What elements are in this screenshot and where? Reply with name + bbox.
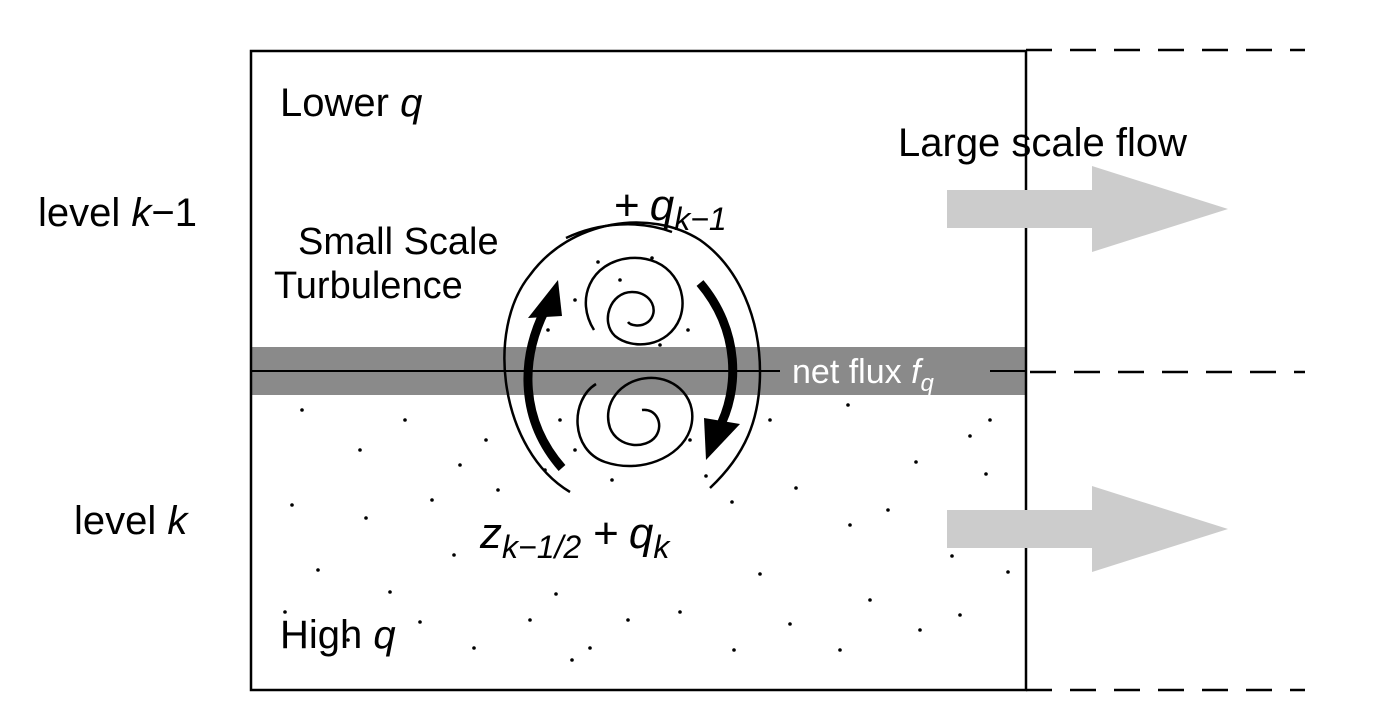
stipple-dots [283,256,1010,662]
turbulence-label: Turbulence [274,265,463,307]
net-flux-label-bg [780,350,990,392]
small-scale-label: Small Scale [298,221,499,263]
upward-arrow-head [528,280,562,318]
level-k-label: level k [74,499,189,543]
net-flux-label: net flux fq [792,353,935,397]
lower-spiral-eddy [576,376,694,468]
q-k-minus-1-label: + qk−1 [614,181,727,237]
upper-spiral-eddy [584,256,684,346]
flow-arrow-lower [947,486,1228,572]
downward-arrow-head [704,418,740,460]
upward-arrow-shaft [523,307,566,471]
high-q-label: High q [280,613,396,657]
downward-arrow-shaft [696,280,738,433]
level-k-minus-1-label: level k−1 [38,191,197,235]
z-q-k-label: zk−1/2 + qk [479,509,671,565]
large-scale-flow-label: Large scale flow [898,121,1187,165]
flow-arrow-upper [947,166,1228,252]
layer-box [249,49,1028,692]
outer-eddy-loop-top [565,223,673,240]
outer-eddy-loop [503,221,762,494]
lower-q-label: Lower q [280,81,422,125]
